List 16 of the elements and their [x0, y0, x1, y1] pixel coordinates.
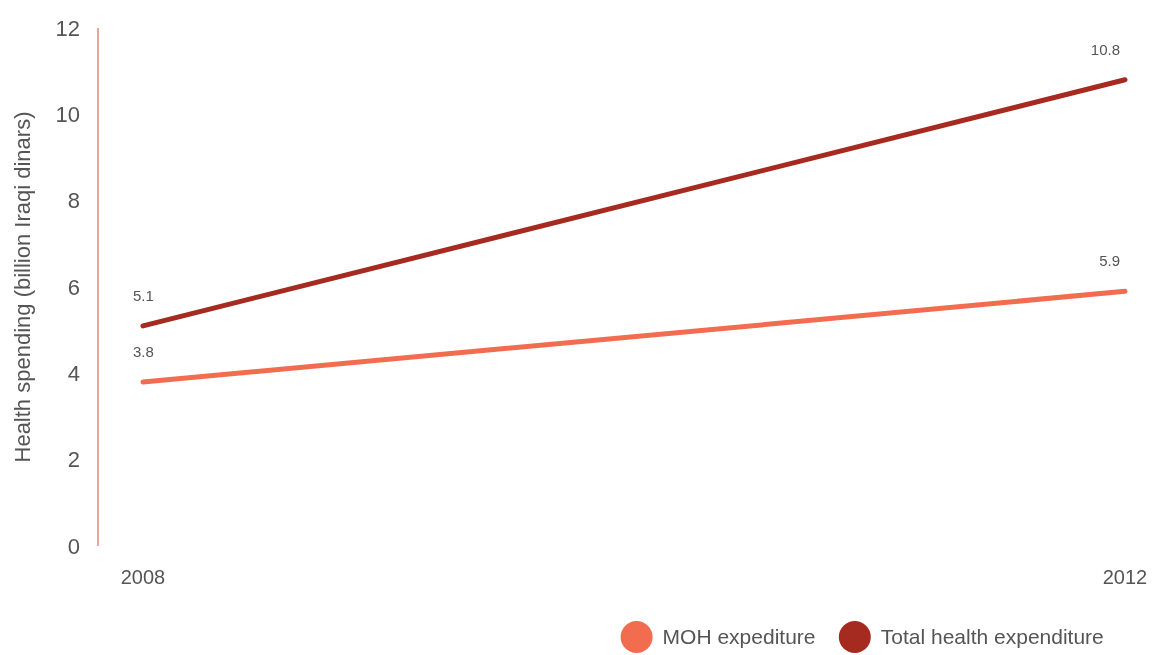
x-tick-label: 2008	[120, 566, 166, 588]
y-tick-label: 8	[67, 188, 80, 214]
y-tick-label: 2	[67, 447, 80, 473]
y-tick-label: 10	[55, 102, 80, 128]
data-label: 5.9	[1099, 252, 1120, 270]
y-tick-label: 12	[55, 15, 80, 41]
legend-label: Total health expenditure	[880, 625, 1104, 649]
y-tick-label: 4	[67, 361, 80, 387]
y-tick-label: 0	[67, 533, 80, 559]
data-label: 3.8	[133, 342, 154, 360]
legend-label: MOH expediture	[662, 625, 816, 649]
data-label: 5.1	[133, 286, 154, 304]
y-axis-title: Health spending (billion Iraqi dinars)	[10, 111, 35, 463]
data-label: 10.8	[1090, 40, 1120, 58]
x-tick-label: 2012	[1102, 566, 1148, 588]
y-tick-label: 6	[67, 274, 80, 300]
